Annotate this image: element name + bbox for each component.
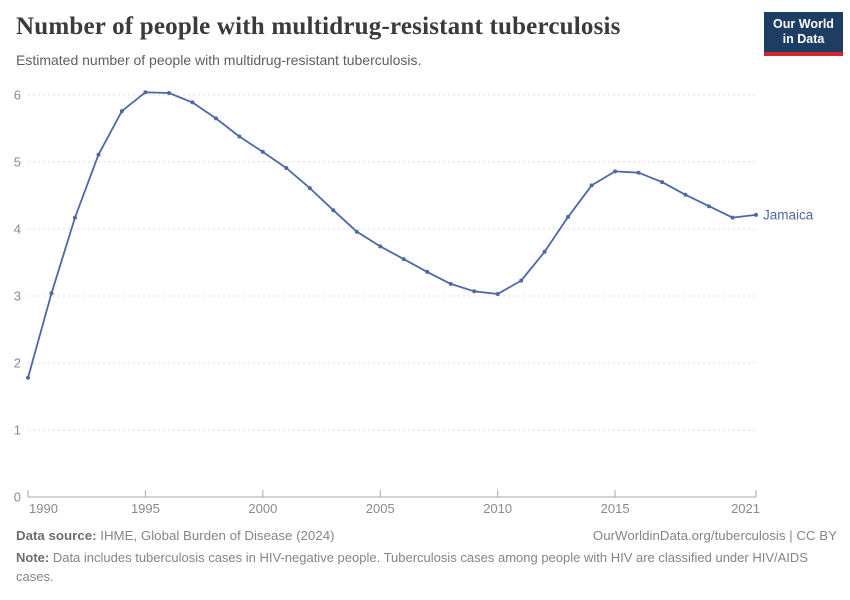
page-title: Number of people with multidrug-resistan… bbox=[16, 13, 621, 40]
data-point bbox=[213, 116, 218, 121]
data-point bbox=[73, 215, 77, 220]
note-label: Note: bbox=[16, 550, 50, 565]
data-point bbox=[660, 180, 665, 185]
series-label-jamaica: Jamaica bbox=[763, 207, 814, 222]
y-tick-label: 3 bbox=[14, 289, 21, 304]
note-text: Data includes tuberculosis cases in HIV-… bbox=[16, 550, 808, 584]
y-tick-label: 4 bbox=[14, 222, 21, 237]
data-point bbox=[589, 183, 594, 188]
data-point bbox=[378, 244, 383, 249]
data-source: Data source: IHME, Global Burden of Dise… bbox=[16, 528, 335, 543]
chart-footer: Data source: IHME, Global Burden of Dise… bbox=[16, 528, 837, 587]
data-point bbox=[519, 278, 524, 283]
data-point bbox=[613, 169, 618, 174]
data-point bbox=[707, 204, 711, 209]
data-point bbox=[331, 208, 336, 213]
data-point bbox=[143, 90, 148, 95]
y-tick-label: 2 bbox=[14, 356, 21, 371]
data-point bbox=[354, 229, 359, 234]
x-tick-label: 2010 bbox=[483, 501, 512, 516]
data-point bbox=[495, 292, 500, 296]
data-point bbox=[683, 192, 688, 197]
data-point bbox=[49, 291, 54, 296]
data-point bbox=[636, 170, 641, 175]
data-source-label: Data source: bbox=[16, 528, 97, 543]
x-tick-label: 1995 bbox=[131, 501, 160, 516]
data-point bbox=[307, 186, 312, 191]
data-point bbox=[566, 214, 571, 219]
x-tick-label: 1990 bbox=[29, 501, 58, 516]
logo-line-2: in Data bbox=[782, 32, 825, 47]
y-tick-label: 6 bbox=[14, 88, 21, 103]
chart-subtitle: Estimated number of people with multidru… bbox=[16, 52, 422, 68]
owid-logo: Our World in Data bbox=[764, 12, 843, 56]
data-point bbox=[26, 375, 30, 380]
data-point bbox=[237, 134, 242, 139]
data-point bbox=[472, 289, 477, 294]
y-tick-label: 1 bbox=[14, 423, 21, 438]
data-point bbox=[401, 257, 406, 262]
license-link[interactable]: OurWorldinData.org/tuberculosis | CC BY bbox=[592, 528, 837, 543]
x-tick-label: 2005 bbox=[366, 501, 395, 516]
logo-line-1: Our World bbox=[773, 17, 834, 31]
data-point bbox=[260, 149, 265, 154]
chart-note: Note: Data includes tuberculosis cases i… bbox=[16, 549, 808, 587]
x-tick-label: 2015 bbox=[601, 501, 630, 516]
jamaica-line bbox=[27, 91, 757, 379]
x-tick-label: 2000 bbox=[248, 501, 277, 516]
data-point bbox=[284, 166, 289, 170]
data-point bbox=[754, 212, 758, 217]
data-point bbox=[166, 91, 171, 95]
data-point bbox=[542, 249, 547, 254]
data-point bbox=[448, 281, 453, 286]
data-point bbox=[425, 269, 430, 274]
y-tick-label: 5 bbox=[14, 155, 21, 170]
y-tick-label: 0 bbox=[14, 490, 21, 505]
data-point bbox=[190, 100, 195, 105]
x-tick-label: 2021 bbox=[731, 501, 760, 516]
data-source-text: IHME, Global Burden of Disease (2024) bbox=[96, 528, 335, 543]
line-chart: 0 1 2 3 4 5 6 1990 1995 2000 2005 2010 2015 2021 Jamai… bbox=[14, 88, 814, 517]
data-point bbox=[119, 109, 124, 114]
data-point bbox=[730, 215, 735, 220]
data-point bbox=[96, 152, 101, 157]
